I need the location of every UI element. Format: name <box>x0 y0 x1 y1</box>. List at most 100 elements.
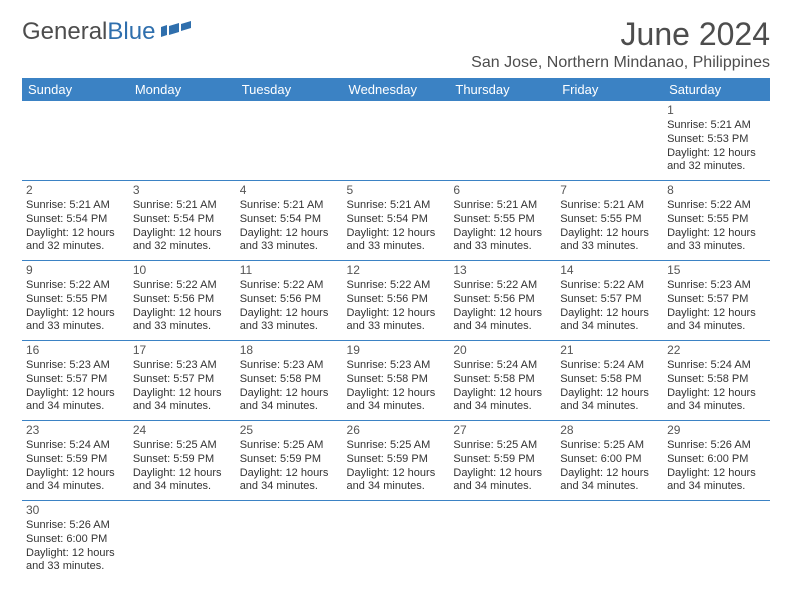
calendar-body: 1Sunrise: 5:21 AMSunset: 5:53 PMDaylight… <box>22 101 770 580</box>
sunset-text: Sunset: 5:55 PM <box>560 213 659 227</box>
dayname-thu: Thursday <box>449 78 556 101</box>
dayname-wed: Wednesday <box>343 78 450 101</box>
day-cell: 16Sunrise: 5:23 AMSunset: 5:57 PMDayligh… <box>22 341 129 421</box>
sunrise-text: Sunrise: 5:22 AM <box>347 279 446 293</box>
empty-cell <box>22 101 129 181</box>
day-cell: 3Sunrise: 5:21 AMSunset: 5:54 PMDaylight… <box>129 181 236 261</box>
brand-part2: Blue <box>107 18 155 46</box>
daylight-text: Daylight: 12 hours and 34 minutes. <box>26 387 125 415</box>
day-number: 13 <box>453 263 552 278</box>
sunset-text: Sunset: 5:57 PM <box>26 373 125 387</box>
sunrise-text: Sunrise: 5:21 AM <box>667 119 766 133</box>
sunset-text: Sunset: 5:55 PM <box>453 213 552 227</box>
brand-part1: General <box>22 18 107 46</box>
day-number: 15 <box>667 263 766 278</box>
sunset-text: Sunset: 5:58 PM <box>560 373 659 387</box>
day-cell: 4Sunrise: 5:21 AMSunset: 5:54 PMDaylight… <box>236 181 343 261</box>
sunset-text: Sunset: 5:59 PM <box>347 453 446 467</box>
day-number: 7 <box>560 183 659 198</box>
sunset-text: Sunset: 6:00 PM <box>26 533 125 547</box>
daylight-text: Daylight: 12 hours and 34 minutes. <box>26 467 125 495</box>
day-cell: 18Sunrise: 5:23 AMSunset: 5:58 PMDayligh… <box>236 341 343 421</box>
sunset-text: Sunset: 5:59 PM <box>240 453 339 467</box>
sunset-text: Sunset: 5:54 PM <box>133 213 232 227</box>
day-cell: 24Sunrise: 5:25 AMSunset: 5:59 PMDayligh… <box>129 421 236 501</box>
daylight-text: Daylight: 12 hours and 33 minutes. <box>240 307 339 335</box>
day-number: 10 <box>133 263 232 278</box>
sunset-text: Sunset: 6:00 PM <box>667 453 766 467</box>
day-number: 28 <box>560 423 659 438</box>
day-cell: 27Sunrise: 5:25 AMSunset: 5:59 PMDayligh… <box>449 421 556 501</box>
day-cell: 12Sunrise: 5:22 AMSunset: 5:56 PMDayligh… <box>343 261 450 341</box>
calendar-row: 30Sunrise: 5:26 AMSunset: 6:00 PMDayligh… <box>22 501 770 581</box>
day-number: 24 <box>133 423 232 438</box>
day-number: 27 <box>453 423 552 438</box>
dayname-row: Sunday Monday Tuesday Wednesday Thursday… <box>22 78 770 101</box>
day-cell: 25Sunrise: 5:25 AMSunset: 5:59 PMDayligh… <box>236 421 343 501</box>
day-number: 6 <box>453 183 552 198</box>
sunrise-text: Sunrise: 5:22 AM <box>26 279 125 293</box>
sunset-text: Sunset: 5:53 PM <box>667 133 766 147</box>
day-cell: 9Sunrise: 5:22 AMSunset: 5:55 PMDaylight… <box>22 261 129 341</box>
daylight-text: Daylight: 12 hours and 34 minutes. <box>347 387 446 415</box>
empty-cell <box>556 501 663 581</box>
sunrise-text: Sunrise: 5:21 AM <box>453 199 552 213</box>
daylight-text: Daylight: 12 hours and 34 minutes. <box>133 467 232 495</box>
day-number: 4 <box>240 183 339 198</box>
day-number: 20 <box>453 343 552 358</box>
day-cell: 26Sunrise: 5:25 AMSunset: 5:59 PMDayligh… <box>343 421 450 501</box>
day-number: 14 <box>560 263 659 278</box>
day-number: 12 <box>347 263 446 278</box>
day-cell: 2Sunrise: 5:21 AMSunset: 5:54 PMDaylight… <box>22 181 129 261</box>
day-cell: 7Sunrise: 5:21 AMSunset: 5:55 PMDaylight… <box>556 181 663 261</box>
location-subtitle: San Jose, Northern Mindanao, Philippines <box>471 54 770 72</box>
day-cell: 21Sunrise: 5:24 AMSunset: 5:58 PMDayligh… <box>556 341 663 421</box>
daylight-text: Daylight: 12 hours and 33 minutes. <box>347 307 446 335</box>
calendar-row: 23Sunrise: 5:24 AMSunset: 5:59 PMDayligh… <box>22 421 770 501</box>
sunset-text: Sunset: 5:58 PM <box>667 373 766 387</box>
daylight-text: Daylight: 12 hours and 32 minutes. <box>133 227 232 255</box>
sunset-text: Sunset: 5:58 PM <box>347 373 446 387</box>
daylight-text: Daylight: 12 hours and 34 minutes. <box>453 307 552 335</box>
sunset-text: Sunset: 5:59 PM <box>453 453 552 467</box>
day-cell: 17Sunrise: 5:23 AMSunset: 5:57 PMDayligh… <box>129 341 236 421</box>
day-number: 19 <box>347 343 446 358</box>
sunrise-text: Sunrise: 5:21 AM <box>560 199 659 213</box>
sunset-text: Sunset: 5:55 PM <box>667 213 766 227</box>
sunrise-text: Sunrise: 5:22 AM <box>133 279 232 293</box>
dayname-tue: Tuesday <box>236 78 343 101</box>
day-cell: 15Sunrise: 5:23 AMSunset: 5:57 PMDayligh… <box>663 261 770 341</box>
title-block: June 2024 San Jose, Northern Mindanao, P… <box>471 18 770 72</box>
day-cell: 10Sunrise: 5:22 AMSunset: 5:56 PMDayligh… <box>129 261 236 341</box>
sunrise-text: Sunrise: 5:25 AM <box>240 439 339 453</box>
empty-cell <box>343 101 450 181</box>
daylight-text: Daylight: 12 hours and 34 minutes. <box>453 387 552 415</box>
empty-cell <box>129 101 236 181</box>
sunset-text: Sunset: 5:59 PM <box>133 453 232 467</box>
sunset-text: Sunset: 5:57 PM <box>133 373 232 387</box>
daylight-text: Daylight: 12 hours and 34 minutes. <box>240 387 339 415</box>
sunrise-text: Sunrise: 5:24 AM <box>667 359 766 373</box>
day-number: 9 <box>26 263 125 278</box>
day-cell: 5Sunrise: 5:21 AMSunset: 5:54 PMDaylight… <box>343 181 450 261</box>
sunset-text: Sunset: 5:54 PM <box>26 213 125 227</box>
calendar-row: 1Sunrise: 5:21 AMSunset: 5:53 PMDaylight… <box>22 101 770 181</box>
empty-cell <box>343 501 450 581</box>
daylight-text: Daylight: 12 hours and 33 minutes. <box>347 227 446 255</box>
daylight-text: Daylight: 12 hours and 34 minutes. <box>240 467 339 495</box>
sunrise-text: Sunrise: 5:26 AM <box>26 519 125 533</box>
day-number: 5 <box>347 183 446 198</box>
sunrise-text: Sunrise: 5:25 AM <box>453 439 552 453</box>
header: GeneralBlue June 2024 San Jose, Northern… <box>22 18 770 72</box>
sunrise-text: Sunrise: 5:23 AM <box>347 359 446 373</box>
sunrise-text: Sunrise: 5:22 AM <box>667 199 766 213</box>
sunset-text: Sunset: 5:54 PM <box>240 213 339 227</box>
day-number: 8 <box>667 183 766 198</box>
day-number: 16 <box>26 343 125 358</box>
empty-cell <box>129 501 236 581</box>
brand-logo: GeneralBlue <box>22 18 191 46</box>
sunset-text: Sunset: 5:58 PM <box>453 373 552 387</box>
daylight-text: Daylight: 12 hours and 32 minutes. <box>26 227 125 255</box>
daylight-text: Daylight: 12 hours and 34 minutes. <box>667 307 766 335</box>
day-cell: 8Sunrise: 5:22 AMSunset: 5:55 PMDaylight… <box>663 181 770 261</box>
